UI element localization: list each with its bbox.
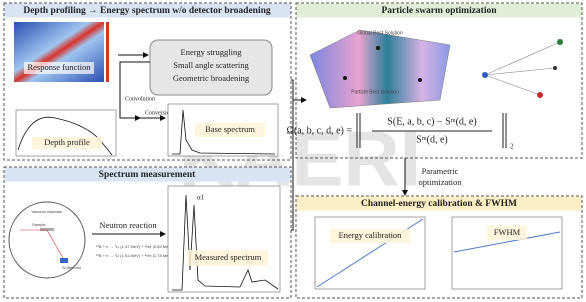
panel-title: Spectrum measurement	[99, 170, 196, 180]
formula-numerator: S(E, a, b, c) − Sᵐ(d, e)	[387, 116, 476, 127]
response-label: Response function	[27, 62, 91, 72]
label-box	[487, 226, 527, 240]
measured-label: Measured spectrum	[195, 252, 262, 262]
reaction: ¹⁰B + n → ⁷Li (1.01 MeV) + ⁴He (1.78 MeV…	[96, 253, 173, 258]
plot-axes	[167, 185, 281, 293]
reaction-label: Neutron reaction	[99, 220, 157, 230]
conversion-label: Conversion	[145, 110, 173, 116]
fwhm-label: FWHM	[494, 227, 521, 237]
cost-surface	[309, 29, 451, 109]
node	[537, 92, 543, 98]
particle-best-label: Particle Best Solution	[351, 89, 399, 95]
formula-denominator: Sᵐ(d, e)	[416, 134, 448, 145]
panel-border	[3, 2, 292, 161]
effect: Small angle scattering	[173, 60, 249, 70]
panel-header	[296, 3, 582, 18]
colorbar	[106, 22, 109, 82]
particle	[376, 46, 380, 50]
chamber-label: Vacuum chamber	[31, 209, 63, 214]
panel-header	[4, 167, 291, 182]
node	[482, 72, 488, 78]
effect: Energy struggling	[181, 47, 243, 57]
formula-lhs: Ω(a, b, c, d, e) =	[286, 125, 352, 136]
panel-border	[295, 2, 583, 159]
panel-title: Channel-energy calibration & FWHM	[361, 199, 517, 209]
panel-title: Particle swarm optimization	[381, 6, 497, 16]
label-box	[330, 229, 410, 243]
label-box	[195, 123, 265, 137]
effect: Geometric broadening	[173, 73, 250, 83]
panel-header	[4, 3, 291, 18]
param-label: Parametric	[422, 166, 459, 176]
particle	[418, 78, 422, 82]
label-box	[188, 250, 268, 266]
base-curve	[172, 109, 276, 155]
node	[553, 66, 557, 70]
norm-index: 2	[510, 143, 514, 151]
depth-curve	[17, 116, 113, 156]
arrow	[119, 95, 141, 121]
connector	[291, 79, 294, 231]
convolution-label: Convolution	[125, 96, 155, 102]
calibration-label: Energy calibration	[339, 230, 403, 240]
base-label: Base spectrum	[205, 124, 255, 134]
panel-border	[295, 195, 583, 299]
sample-label: Sample	[32, 222, 46, 227]
panel-title: Depth profiling → Energy spectrum w/o de…	[23, 6, 271, 16]
node	[557, 39, 563, 45]
peak-label: α1	[197, 194, 205, 202]
detector-label: Si detector	[62, 265, 82, 270]
effects-box	[149, 39, 273, 96]
label-box	[32, 137, 102, 149]
sample	[40, 228, 54, 231]
particle	[343, 76, 347, 80]
reaction: ¹⁰B + n → ⁷Li (1.47 MeV) + ⁴He (0.84 MeV…	[96, 244, 173, 249]
global-best-label: Global Best Solution	[357, 30, 403, 36]
connector	[484, 41, 561, 96]
measured-curve	[172, 194, 279, 291]
depth-label: Depth profile	[44, 137, 90, 147]
panel-header	[296, 196, 582, 211]
plot-axes	[15, 109, 117, 157]
beam	[20, 229, 64, 259]
param-label: optimization	[419, 177, 463, 187]
connector	[119, 61, 150, 95]
panel-border	[3, 166, 292, 299]
fwhm-line	[453, 231, 561, 253]
detector	[60, 258, 68, 263]
label-box	[24, 62, 94, 74]
